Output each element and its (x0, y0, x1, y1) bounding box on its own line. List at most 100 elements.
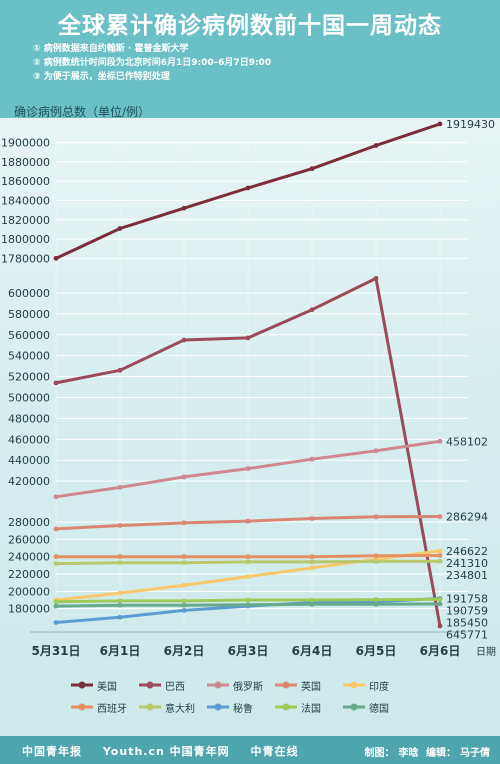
data-point (309, 554, 315, 560)
data-point (373, 143, 379, 148)
data-point (309, 516, 315, 521)
logo-cyol: 中青在线 (250, 745, 299, 758)
data-point (117, 602, 123, 608)
data-point (181, 337, 187, 343)
data-point (245, 597, 251, 603)
legend-swatch (71, 703, 93, 711)
legend-row: 西班牙 意大利 秘鲁 法国 德国 (70, 696, 480, 718)
legend-label: 法国 (301, 703, 321, 715)
y-tick-label: 560000 (8, 329, 50, 342)
data-point (373, 514, 379, 520)
data-label: 286294 (446, 511, 488, 524)
data-point (373, 559, 379, 564)
legend-swatch (275, 703, 297, 711)
y-tick-label: 280000 (8, 516, 50, 529)
y-tick-label: 1840000 (1, 195, 50, 208)
data-point (181, 608, 187, 613)
x-tick-label: 6月2日 (164, 644, 205, 658)
data-point (373, 275, 379, 281)
y-tick-label: 240000 (8, 551, 50, 564)
data-point (53, 603, 59, 609)
y-tick-label: 520000 (8, 371, 50, 384)
data-point (245, 518, 251, 524)
x-tick-label: 5月31日 (31, 644, 80, 658)
legend-swatch (207, 681, 229, 689)
data-point (245, 574, 251, 579)
data-point (53, 599, 59, 605)
data-point (117, 523, 123, 528)
y-axis-label: 确诊病例总数（单位/例） (14, 105, 151, 119)
data-point (373, 553, 379, 559)
legend-label: 巴西 (165, 681, 185, 693)
data-point (309, 559, 315, 565)
legend-swatch (207, 703, 229, 711)
editor-name: 马子倩 (460, 748, 490, 759)
data-point (53, 554, 59, 560)
y-tick-label: 1780000 (1, 252, 50, 265)
source-notes: ① 病例数据来自约翰斯 · 霍普金斯大学 ② 病例数统计时间段为北京时间6月1日… (33, 42, 271, 84)
data-label: 645771 (446, 628, 488, 641)
legend-item: 俄罗斯 (206, 678, 274, 693)
legend-swatch (343, 681, 365, 689)
chart-panel (0, 118, 500, 736)
legend-row: 美国 巴西 俄罗斯 英国 印度 (70, 674, 480, 696)
data-point (309, 166, 315, 172)
data-point (245, 466, 251, 471)
data-point (53, 494, 59, 500)
data-point (437, 558, 443, 564)
legend-label: 德国 (369, 703, 389, 715)
legend-label: 意大利 (165, 703, 195, 715)
legend-swatch (343, 703, 365, 711)
data-point (53, 526, 59, 532)
logo-youthcn: Youth.cn 中国青年网 (102, 745, 230, 758)
legend: 美国 巴西 俄罗斯 英国 印度 西班牙 意大利 秘鲁 法国 德国 (70, 674, 480, 718)
data-point (53, 255, 59, 261)
data-point (437, 596, 443, 602)
legend-item: 德国 (342, 700, 410, 715)
data-point (245, 559, 251, 565)
publisher-logos: 中国青年报 Youth.cn 中国青年网 中青在线 (22, 743, 314, 759)
data-point (181, 602, 187, 608)
data-label: 185450 (446, 616, 488, 629)
data-point (245, 602, 251, 608)
legend-item: 英国 (274, 678, 342, 693)
data-point (181, 554, 187, 560)
data-point (373, 448, 379, 454)
data-point (117, 560, 123, 566)
legend-swatch (139, 681, 161, 689)
data-point (373, 601, 379, 607)
note-3: ③ 为便于展示，坐标已作特别处理 (33, 72, 170, 82)
credits: 制图： 李晗 编辑： 马子倩 (361, 744, 490, 759)
legend-label: 秘鲁 (233, 703, 253, 715)
data-point (181, 474, 187, 480)
data-point (309, 597, 315, 603)
data-point (437, 514, 443, 519)
y-tick-label: 1820000 (1, 214, 50, 227)
data-point (181, 598, 187, 604)
y-tick-label: 180000 (8, 603, 50, 616)
maker-name: 李晗 (398, 748, 419, 759)
data-point (437, 553, 443, 558)
data-point (437, 438, 443, 444)
data-point (245, 554, 251, 560)
footer: 中国青年报 Youth.cn 中国青年网 中青在线 制图： 李晗 编辑： 马子倩 (0, 736, 500, 764)
legend-item: 秘鲁 (206, 700, 274, 715)
y-tick-label: 440000 (8, 454, 50, 467)
data-point (53, 620, 59, 625)
maker-label: 制图： (364, 748, 395, 759)
legend-item: 巴西 (138, 678, 206, 693)
data-point (117, 367, 123, 373)
x-tick-label: 6月1日 (100, 644, 141, 658)
data-point (373, 597, 379, 602)
x-tick-label: 6月4日 (292, 644, 333, 658)
editor-label: 编辑： (426, 748, 456, 759)
x-tick-label: 6月5日 (356, 644, 397, 658)
data-point (181, 582, 187, 588)
data-label: 246622 (446, 545, 488, 558)
data-point (437, 121, 443, 127)
data-label: 1919430 (446, 118, 495, 131)
legend-label: 美国 (97, 681, 117, 693)
data-point (53, 380, 59, 386)
x-tick-label: 6月6日 (420, 644, 461, 658)
